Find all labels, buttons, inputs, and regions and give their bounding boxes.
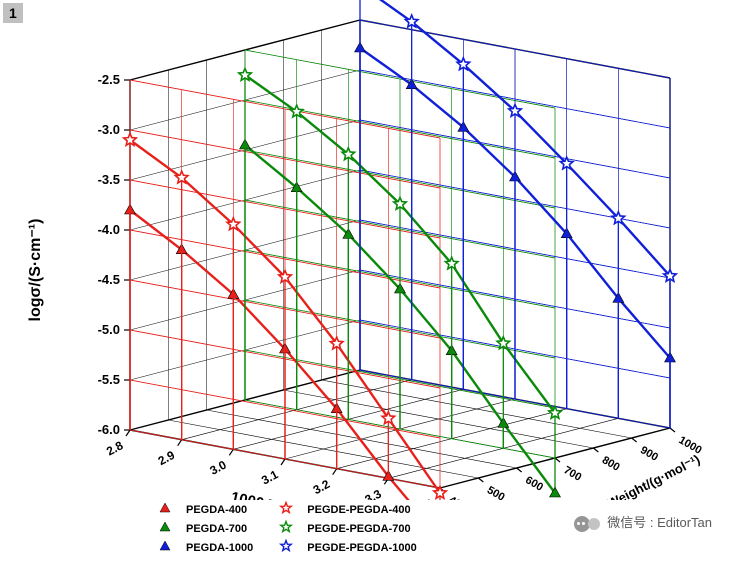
watermark-text: 微信号 : EditorTan <box>607 515 712 530</box>
svg-text:800: 800 <box>600 454 622 474</box>
legend-marker <box>259 538 301 557</box>
svg-text:3.2: 3.2 <box>311 477 333 497</box>
svg-text:-3.5: -3.5 <box>98 172 120 187</box>
legend-marker <box>259 500 301 519</box>
svg-text:400: 400 <box>447 494 469 500</box>
legend-label: PEGDE-PEGDA-1000 <box>301 538 422 557</box>
svg-text:-2.5: -2.5 <box>98 72 120 87</box>
legend-marker <box>259 519 301 538</box>
chart-legend: PEGDA-400 PEGDE-PEGDA-400 PEGDA-700 PEGDE-P… <box>150 500 423 557</box>
svg-text:3.0: 3.0 <box>207 457 229 477</box>
legend-label: PEGDA-400 <box>180 500 259 519</box>
legend-label: PEGDA-1000 <box>180 538 259 557</box>
legend-label: PEGDA-700 <box>180 519 259 538</box>
svg-text:700: 700 <box>562 464 584 484</box>
svg-text:-5.0: -5.0 <box>98 322 120 337</box>
svg-text:500: 500 <box>485 484 507 500</box>
svg-text:-4.0: -4.0 <box>98 222 120 237</box>
svg-text:3.3: 3.3 <box>362 486 384 500</box>
legend-label: PEGDE-PEGDA-700 <box>301 519 422 538</box>
svg-text:-5.5: -5.5 <box>98 372 120 387</box>
legend-label: PEGDE-PEGDA-400 <box>301 500 422 519</box>
svg-text:-4.5: -4.5 <box>98 272 120 287</box>
svg-text:3.1: 3.1 <box>259 467 281 487</box>
svg-text:2.9: 2.9 <box>156 448 178 468</box>
wechat-watermark: 微信号 : EditorTan <box>574 512 712 532</box>
legend-marker <box>150 538 180 557</box>
svg-text:2.8: 2.8 <box>104 438 126 458</box>
svg-text:logσ/(S·cm⁻¹): logσ/(S·cm⁻¹) <box>27 219 44 322</box>
legend-marker <box>150 519 180 538</box>
svg-text:1000 T ⁻¹/K⁻¹: 1000 T ⁻¹/K⁻¹ <box>229 489 322 500</box>
svg-text:-3.0: -3.0 <box>98 122 120 137</box>
legend-marker <box>150 500 180 519</box>
svg-text:900: 900 <box>638 444 660 464</box>
conductivity-3d-chart: -2.5 -3.0 -3.5 -4.0 -4.5 -5.0 -5.5 -6.02.8 2.9 3.… <box>0 0 730 500</box>
svg-text:-6.0: -6.0 <box>98 422 120 437</box>
